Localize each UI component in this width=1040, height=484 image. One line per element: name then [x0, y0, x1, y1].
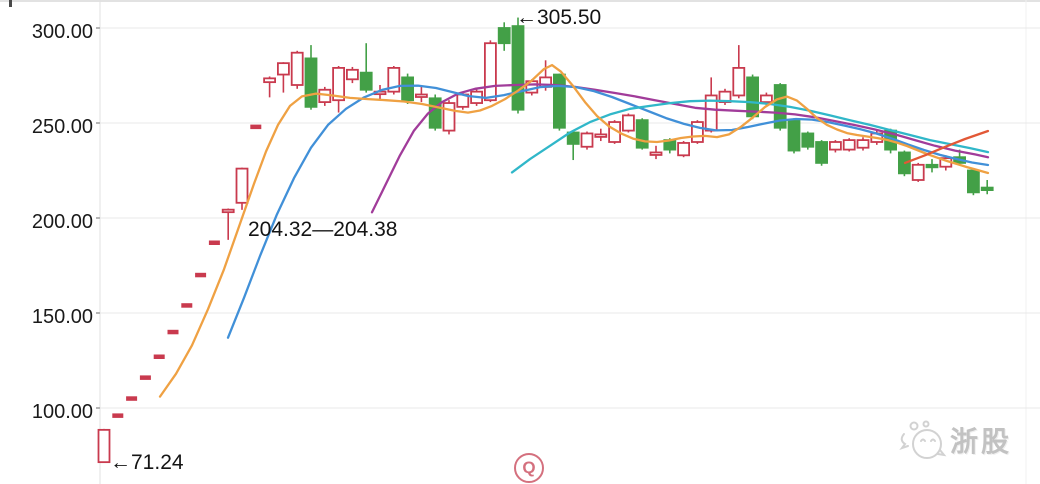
candle-down: [815, 140, 828, 166]
ma-teal: [510, 99, 990, 174]
candle-up: [911, 162, 925, 182]
y-axis-label: 150.00: [32, 306, 93, 328]
watermark-label: 浙股: [950, 426, 1013, 457]
candle-up: [139, 375, 151, 380]
y-axis-label: 300.00: [32, 21, 93, 43]
candle-up: [153, 354, 165, 359]
candle-up: [856, 137, 870, 151]
candle-up: [195, 272, 207, 278]
candle-up: [704, 77, 718, 133]
candle-down: [787, 118, 801, 154]
candle-up: [332, 66, 346, 113]
candle-up: [580, 131, 594, 150]
panda-face-icon: [899, 420, 947, 459]
candle-down: [511, 17, 525, 114]
candle-up: [594, 128, 608, 142]
candle-down: [801, 131, 815, 150]
candle-up: [126, 396, 138, 401]
candle-up: [842, 138, 856, 152]
low-annotation: ←71.24: [110, 451, 184, 474]
candle-up: [442, 100, 456, 135]
candle-down: [428, 94, 442, 131]
high-annotation: ←305.50: [516, 6, 601, 29]
candle-up: [290, 50, 304, 89]
candle-up: [276, 62, 290, 93]
candle-up: [829, 140, 842, 153]
candle-up: [181, 303, 193, 308]
candle-up: [208, 240, 220, 245]
watermark: 浙股: [896, 414, 1036, 466]
candle-up: [250, 124, 262, 130]
candle-down: [925, 159, 939, 173]
ma-blue: [226, 84, 990, 339]
candle-up: [112, 413, 124, 418]
ma-vermillion: [903, 129, 990, 165]
ma-purple: [370, 83, 990, 214]
candle-up: [235, 167, 249, 210]
candle-up: [483, 40, 497, 103]
candle-up: [677, 141, 690, 158]
corner-tick: [9, 0, 12, 7]
ma-orange: [158, 63, 990, 398]
candle-down: [497, 22, 511, 51]
candle-up: [263, 76, 277, 98]
candle-up: [345, 66, 359, 84]
candle-up: [718, 88, 732, 105]
candle-up: [387, 66, 401, 95]
candle-up: [649, 145, 663, 160]
candle-up: [414, 86, 428, 103]
candle-down: [566, 130, 580, 161]
candle-up: [221, 208, 235, 240]
candle-down: [980, 180, 994, 195]
candle-up: [732, 45, 746, 99]
y-axis-label: 250.00: [32, 116, 93, 138]
top-border: [0, 0, 1040, 2]
candle-down: [553, 73, 566, 131]
candle-down: [359, 43, 373, 93]
range-annotation: 204.32—204.38: [248, 218, 397, 241]
candle-down: [635, 118, 649, 150]
candle-down: [401, 73, 415, 104]
candle-down: [304, 45, 318, 110]
candle-up: [318, 86, 332, 106]
q-stamp-icon: Q: [514, 453, 544, 483]
candle-up: [622, 113, 635, 133]
candle-up: [167, 329, 179, 335]
candle-up: [691, 120, 704, 144]
candle-down: [967, 168, 980, 196]
y-axis-label: 200.00: [32, 211, 93, 233]
y-axis-label: 100.00: [32, 401, 93, 423]
candle-up: [97, 428, 111, 464]
